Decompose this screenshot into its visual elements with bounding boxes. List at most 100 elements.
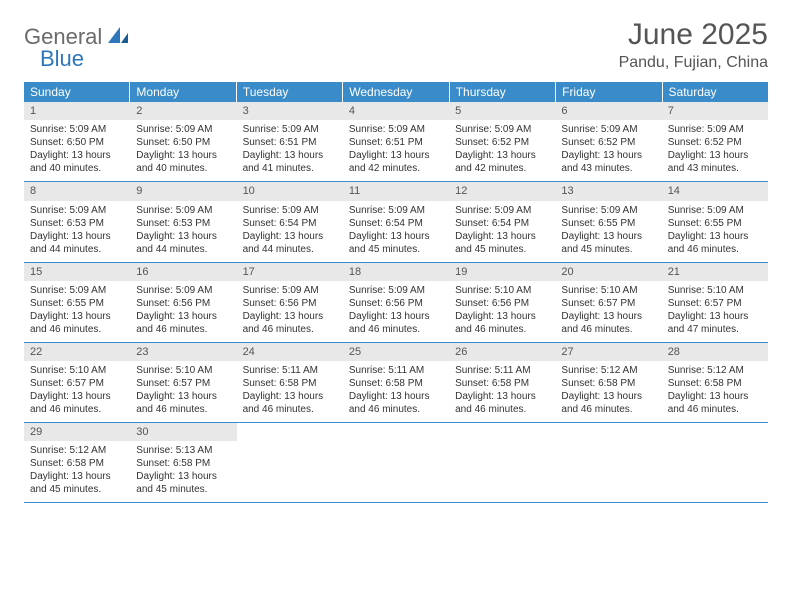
day-body: Sunrise: 5:09 AMSunset: 6:54 PMDaylight:…	[343, 201, 449, 262]
day-number: 10	[237, 182, 343, 200]
day-d1: Daylight: 13 hours	[136, 470, 230, 483]
day-cell: 5Sunrise: 5:09 AMSunset: 6:52 PMDaylight…	[449, 102, 555, 181]
day-sr: Sunrise: 5:12 AM	[668, 364, 762, 377]
day-d1: Daylight: 13 hours	[455, 390, 549, 403]
day-body: Sunrise: 5:09 AMSunset: 6:54 PMDaylight:…	[449, 201, 555, 262]
day-ss: Sunset: 6:52 PM	[668, 136, 762, 149]
day-d1: Daylight: 13 hours	[243, 390, 337, 403]
day-sr: Sunrise: 5:09 AM	[243, 123, 337, 136]
day-d2: and 44 minutes.	[243, 243, 337, 256]
day-d2: and 46 minutes.	[136, 323, 230, 336]
day-number: 4	[343, 102, 449, 120]
day-body: Sunrise: 5:09 AMSunset: 6:56 PMDaylight:…	[343, 281, 449, 342]
day-d1: Daylight: 13 hours	[455, 310, 549, 323]
day-body: Sunrise: 5:09 AMSunset: 6:53 PMDaylight:…	[130, 201, 236, 262]
day-number: 26	[449, 343, 555, 361]
day-body: Sunrise: 5:10 AMSunset: 6:57 PMDaylight:…	[24, 361, 130, 422]
day-sr: Sunrise: 5:09 AM	[30, 123, 124, 136]
day-d1: Daylight: 13 hours	[30, 230, 124, 243]
day-number: 7	[662, 102, 768, 120]
day-cell: 11Sunrise: 5:09 AMSunset: 6:54 PMDayligh…	[343, 182, 449, 261]
day-sr: Sunrise: 5:09 AM	[30, 204, 124, 217]
day-number: 2	[130, 102, 236, 120]
day-sr: Sunrise: 5:10 AM	[561, 284, 655, 297]
day-d2: and 46 minutes.	[30, 323, 124, 336]
day-cell: 20 Sunrise: 5:10 AMSunset: 6:57 PMDayligh…	[555, 263, 661, 342]
weekday-monday: Monday	[130, 82, 236, 102]
day-cell	[555, 423, 661, 502]
day-body: Sunrise: 5:09 AMSunset: 6:52 PMDaylight:…	[555, 120, 661, 181]
day-sr: Sunrise: 5:09 AM	[243, 204, 337, 217]
day-number: 15	[24, 263, 130, 281]
day-ss: Sunset: 6:54 PM	[243, 217, 337, 230]
day-cell: 14Sunrise: 5:09 AMSunset: 6:55 PMDayligh…	[662, 182, 768, 261]
day-sr: Sunrise: 5:12 AM	[30, 444, 124, 457]
day-sr: Sunrise: 5:09 AM	[349, 204, 443, 217]
day-number: 18	[343, 263, 449, 281]
day-ss: Sunset: 6:58 PM	[243, 377, 337, 390]
day-d1: Daylight: 13 hours	[136, 230, 230, 243]
day-sr: Sunrise: 5:10 AM	[136, 364, 230, 377]
day-cell	[237, 423, 343, 502]
day-d2: and 45 minutes.	[30, 483, 124, 496]
day-d1: Daylight: 13 hours	[136, 390, 230, 403]
day-number: 14	[662, 182, 768, 200]
day-ss: Sunset: 6:58 PM	[668, 377, 762, 390]
logo-blue-row: Blue	[24, 40, 84, 72]
logo-text-blue: Blue	[40, 46, 84, 72]
weekday-wednesday: Wednesday	[343, 82, 449, 102]
day-cell	[662, 423, 768, 502]
day-d2: and 46 minutes.	[668, 403, 762, 416]
day-d1: Daylight: 13 hours	[136, 310, 230, 323]
day-cell: 13Sunrise: 5:09 AMSunset: 6:55 PMDayligh…	[555, 182, 661, 261]
day-ss: Sunset: 6:56 PM	[349, 297, 443, 310]
day-number: 11	[343, 182, 449, 200]
day-number: 20	[555, 263, 661, 281]
day-d2: and 47 minutes.	[668, 323, 762, 336]
day-cell: 6Sunrise: 5:09 AMSunset: 6:52 PMDaylight…	[555, 102, 661, 181]
day-sr: Sunrise: 5:09 AM	[30, 284, 124, 297]
day-cell: 28Sunrise: 5:12 AMSunset: 6:58 PMDayligh…	[662, 343, 768, 422]
day-ss: Sunset: 6:53 PM	[136, 217, 230, 230]
day-d1: Daylight: 13 hours	[30, 149, 124, 162]
day-d1: Daylight: 13 hours	[30, 310, 124, 323]
week-row: 29Sunrise: 5:12 AMSunset: 6:58 PMDayligh…	[24, 423, 768, 503]
day-body: Sunrise: 5:09 AMSunset: 6:55 PMDaylight:…	[24, 281, 130, 342]
day-cell	[343, 423, 449, 502]
day-sr: Sunrise: 5:13 AM	[136, 444, 230, 457]
day-body: Sunrise: 5:09 AMSunset: 6:51 PMDaylight:…	[343, 120, 449, 181]
day-body: Sunrise: 5:10 AMSunset: 6:57 PMDaylight:…	[130, 361, 236, 422]
weekday-sunday: Sunday	[24, 82, 130, 102]
day-d2: and 46 minutes.	[349, 323, 443, 336]
day-number: 12	[449, 182, 555, 200]
day-ss: Sunset: 6:56 PM	[136, 297, 230, 310]
day-d1: Daylight: 13 hours	[349, 310, 443, 323]
day-cell: 27Sunrise: 5:12 AMSunset: 6:58 PMDayligh…	[555, 343, 661, 422]
day-d2: and 44 minutes.	[30, 243, 124, 256]
day-d2: and 41 minutes.	[243, 162, 337, 175]
day-d2: and 46 minutes.	[136, 403, 230, 416]
day-d2: and 40 minutes.	[136, 162, 230, 175]
day-body: Sunrise: 5:09 AMSunset: 6:52 PMDaylight:…	[662, 120, 768, 181]
day-sr: Sunrise: 5:10 AM	[455, 284, 549, 297]
day-d2: and 45 minutes.	[455, 243, 549, 256]
day-sr: Sunrise: 5:09 AM	[561, 204, 655, 217]
day-cell: 15Sunrise: 5:09 AMSunset: 6:55 PMDayligh…	[24, 263, 130, 342]
day-ss: Sunset: 6:55 PM	[561, 217, 655, 230]
day-sr: Sunrise: 5:09 AM	[668, 204, 762, 217]
day-d2: and 46 minutes.	[668, 243, 762, 256]
day-cell: 7Sunrise: 5:09 AMSunset: 6:52 PMDaylight…	[662, 102, 768, 181]
day-number: 5	[449, 102, 555, 120]
day-d2: and 45 minutes.	[561, 243, 655, 256]
logo-sail-icon	[106, 25, 130, 50]
day-d2: and 46 minutes.	[561, 403, 655, 416]
day-number: 28	[662, 343, 768, 361]
day-cell: 3Sunrise: 5:09 AMSunset: 6:51 PMDaylight…	[237, 102, 343, 181]
day-cell: 10Sunrise: 5:09 AMSunset: 6:54 PMDayligh…	[237, 182, 343, 261]
day-d2: and 46 minutes.	[455, 403, 549, 416]
day-d1: Daylight: 13 hours	[136, 149, 230, 162]
day-ss: Sunset: 6:57 PM	[561, 297, 655, 310]
day-ss: Sunset: 6:58 PM	[349, 377, 443, 390]
day-body: Sunrise: 5:10 AMSunset: 6:57 PMDaylight:…	[662, 281, 768, 342]
day-d1: Daylight: 13 hours	[561, 310, 655, 323]
